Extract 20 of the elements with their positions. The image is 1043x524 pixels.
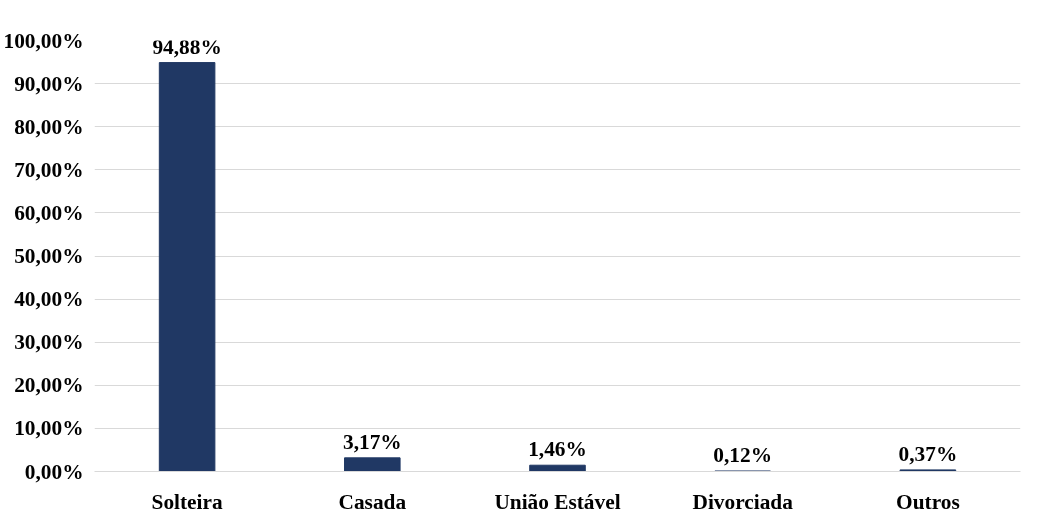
data-label: 1,46%: [528, 437, 587, 462]
y-tick-label: 70,00%: [14, 157, 84, 182]
y-tick-label: 0,00%: [24, 459, 84, 484]
data-label: 0,12%: [713, 442, 773, 467]
data-label: 0,37%: [898, 441, 958, 466]
x-tick-label: Solteira: [151, 489, 223, 514]
y-tick-label: 50,00%: [14, 244, 84, 268]
y-tick-label: 10,00%: [14, 416, 84, 441]
y-tick-label: 60,00%: [14, 200, 84, 225]
data-label: 3,17%: [342, 429, 402, 454]
y-tick-label: 80,00%: [14, 114, 84, 139]
x-tick-label: União Estável: [494, 489, 621, 514]
x-tick-label: Outros: [896, 489, 960, 514]
x-tick-label: Casada: [338, 489, 407, 514]
y-tick-label: 90,00%: [14, 71, 84, 96]
y-tick-label: 20,00%: [14, 373, 84, 398]
y-tick-label: 100,00%: [3, 28, 84, 53]
y-tick-label: 30,00%: [14, 330, 84, 355]
y-tick-label: 40,00%: [14, 287, 84, 312]
x-tick-label: Divorciada: [692, 489, 794, 514]
